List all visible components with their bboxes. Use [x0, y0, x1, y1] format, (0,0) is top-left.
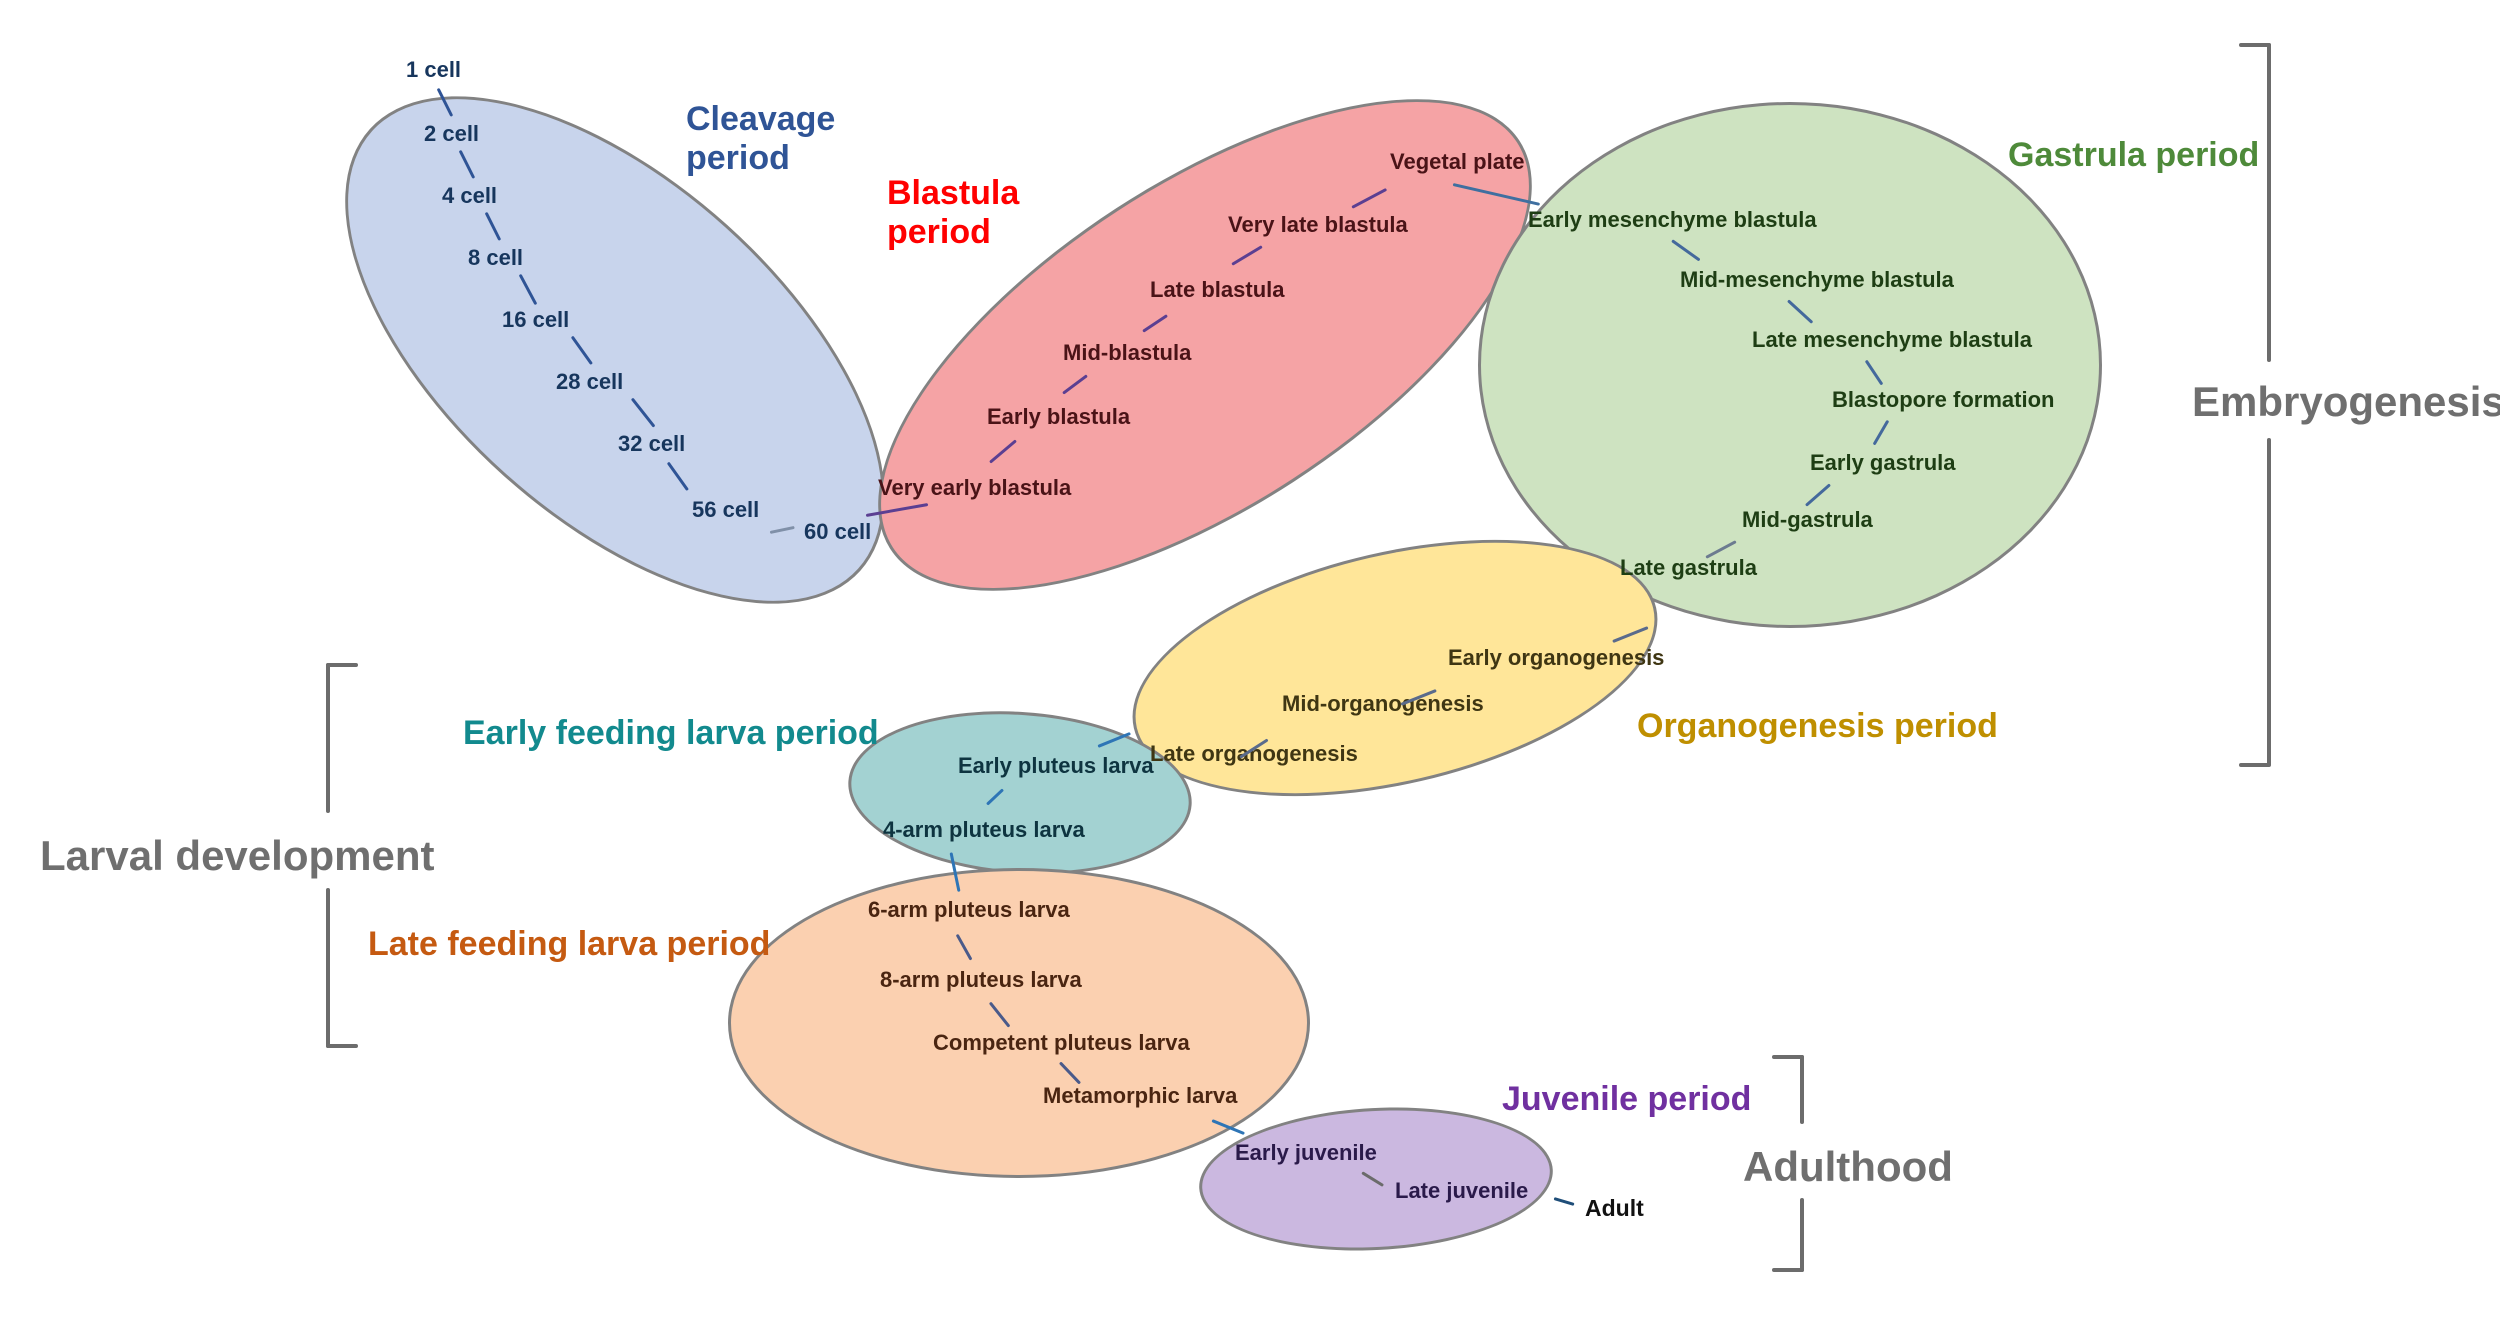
stage-early-blastula: Early blastula [987, 404, 1131, 429]
embryogenesis-bracket-upper [2267, 43, 2271, 362]
embryogenesis-bracket-top-arm [2239, 43, 2271, 47]
stage-6-arm-pluteus-larva: 6-arm pluteus larva [868, 897, 1070, 922]
stage-late-mesenchyme-blastula: Late mesenchyme blastula [1752, 327, 2033, 352]
stage-blastopore-formation: Blastopore formation [1832, 387, 2055, 412]
organogenesis-period-label: Organogenesis period [1637, 707, 1998, 745]
stage-early-organogenesis: Early organogenesis [1448, 645, 1665, 670]
adulthood-bracket-bottom-arm [1772, 1268, 1804, 1272]
cleavage-period-ellipse [257, 4, 973, 696]
stage-early-mesenchyme-blastula: Early mesenchyme blastula [1528, 207, 1817, 232]
late-feeding-larva-ellipse [728, 868, 1310, 1178]
stage-competent-pluteus-larva: Competent pluteus larva [933, 1030, 1190, 1055]
embryogenesis-bracket-bottom-arm [2239, 763, 2271, 767]
adulthood-bracket-upper [1800, 1055, 1804, 1124]
larval-bracket-top-arm [326, 663, 358, 667]
gastrula-period-ellipse [1478, 102, 2102, 628]
stage-late-gastrula: Late gastrula [1620, 555, 1757, 580]
stage-1-cell: 1 cell [406, 57, 462, 82]
stage-2-cell: 2 cell [424, 121, 480, 146]
stage-mid-blastula: Mid-blastula [1063, 340, 1192, 365]
stage-mid-mesenchyme-blastula: Mid-mesenchyme blastula [1680, 267, 1954, 292]
stage-very-early-blastula: Very early blastula [878, 475, 1072, 500]
late-feeding-larva-period-label: Late feeding larva period [368, 925, 771, 963]
stage-32-cell: 32 cell [618, 431, 686, 456]
juvenile-period-label: Juvenile period [1502, 1080, 1752, 1118]
stage-very-late-blastula: Very late blastula [1228, 212, 1408, 237]
early-feeding-larva-period-label: Early feeding larva period [463, 714, 879, 752]
adulthood-bracket-lower [1800, 1198, 1804, 1272]
stage-8-cell: 8 cell [468, 245, 524, 270]
stage-mid-gastrula: Mid-gastrula [1742, 507, 1873, 532]
stage-16-cell: 16 cell [502, 307, 570, 332]
stage-4-cell: 4 cell [442, 183, 498, 208]
stage-60-cell: 60 cell [804, 519, 872, 544]
adulthood-label: Adulthood [1743, 1143, 1953, 1190]
stage-late-blastula: Late blastula [1150, 277, 1285, 302]
gastrula-period-label: Gastrula period [2008, 136, 2260, 174]
stage-mid-organogenesis: Mid-organogenesis [1282, 691, 1484, 716]
stage-56-cell: 56 cell [692, 497, 760, 522]
cleavage-period-label: Cleavage period [686, 100, 835, 178]
connector-tick [1553, 1197, 1575, 1206]
larval-bracket-bottom-arm [326, 1044, 358, 1048]
blastula-period-label-line1: Blastula [887, 174, 1020, 212]
stage-8-arm-pluteus-larva: 8-arm pluteus larva [880, 967, 1082, 992]
adulthood-bracket-top-arm [1772, 1055, 1804, 1059]
stage-early-pluteus-larva: Early pluteus larva [958, 753, 1154, 778]
stage-early-juvenile: Early juvenile [1235, 1140, 1377, 1165]
stage-28-cell: 28 cell [556, 369, 624, 394]
larval-development-label: Larval development [40, 832, 435, 879]
stage-4-arm-pluteus-larva: 4-arm pluteus larva [883, 817, 1085, 842]
cleavage-period-label-line2: period [686, 139, 790, 178]
stage-late-juvenile: Late juvenile [1395, 1178, 1529, 1203]
larval-bracket-upper [326, 663, 330, 813]
embryogenesis-label: Embryogenesis [2192, 378, 2500, 425]
blastula-period-label: Blastula period [887, 174, 1019, 252]
larval-bracket-lower [326, 888, 330, 1048]
stage-early-gastrula: Early gastrula [1810, 450, 1956, 475]
stage-vegetal-plate: Vegetal plate [1390, 149, 1525, 174]
stage-metamorphic-larva: Metamorphic larva [1043, 1083, 1238, 1108]
cleavage-period-label-line1: Cleavage [686, 100, 836, 138]
embryogenesis-bracket-lower [2267, 438, 2271, 766]
blastula-period-label-line2: period [887, 213, 991, 252]
stage-adult: Adult [1585, 1195, 1644, 1221]
